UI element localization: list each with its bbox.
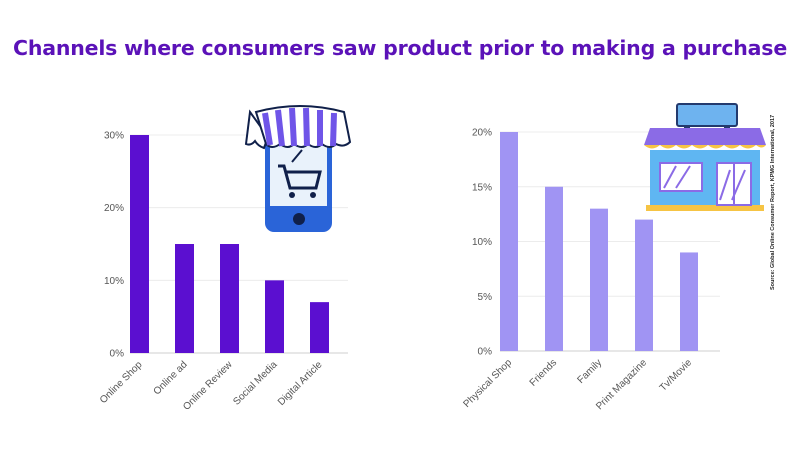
source-note: Source: Global Online Consumer Report, K… bbox=[770, 114, 776, 290]
bar bbox=[590, 208, 608, 351]
mobile-shop-cart-icon bbox=[244, 105, 352, 232]
y-tick-label: 20% bbox=[104, 203, 124, 214]
y-tick-label: 20% bbox=[472, 128, 492, 139]
y-tick-label: 5% bbox=[478, 292, 493, 303]
y-tick-label: 0% bbox=[110, 349, 125, 360]
bar bbox=[175, 244, 194, 353]
y-tick-label: 10% bbox=[472, 237, 492, 248]
x-tick-label: Physical Shop bbox=[462, 357, 515, 410]
storefront-icon bbox=[644, 103, 766, 211]
y-tick-label: 15% bbox=[472, 182, 492, 193]
x-tick-label: Digital Article bbox=[276, 359, 325, 408]
y-tick-label: 30% bbox=[104, 131, 124, 142]
bar bbox=[130, 135, 149, 353]
x-tick-label: Online Shop bbox=[98, 359, 145, 406]
x-tick-label: Friends bbox=[528, 357, 559, 388]
y-tick-label: 0% bbox=[478, 347, 493, 358]
page-title: Channels where consumers saw product pri… bbox=[12, 36, 788, 60]
bar bbox=[680, 252, 698, 351]
x-tick-label: Family bbox=[576, 357, 605, 386]
bar bbox=[220, 244, 239, 353]
x-tick-label: Tv/Movie bbox=[658, 357, 695, 394]
x-tick-label: Social Media bbox=[231, 359, 280, 408]
bar bbox=[310, 302, 329, 353]
bar bbox=[265, 280, 284, 353]
x-tick-label: Online ad bbox=[152, 359, 190, 397]
bar bbox=[500, 132, 518, 351]
bar bbox=[545, 186, 563, 351]
bar bbox=[635, 219, 653, 351]
y-tick-label: 10% bbox=[104, 276, 124, 287]
